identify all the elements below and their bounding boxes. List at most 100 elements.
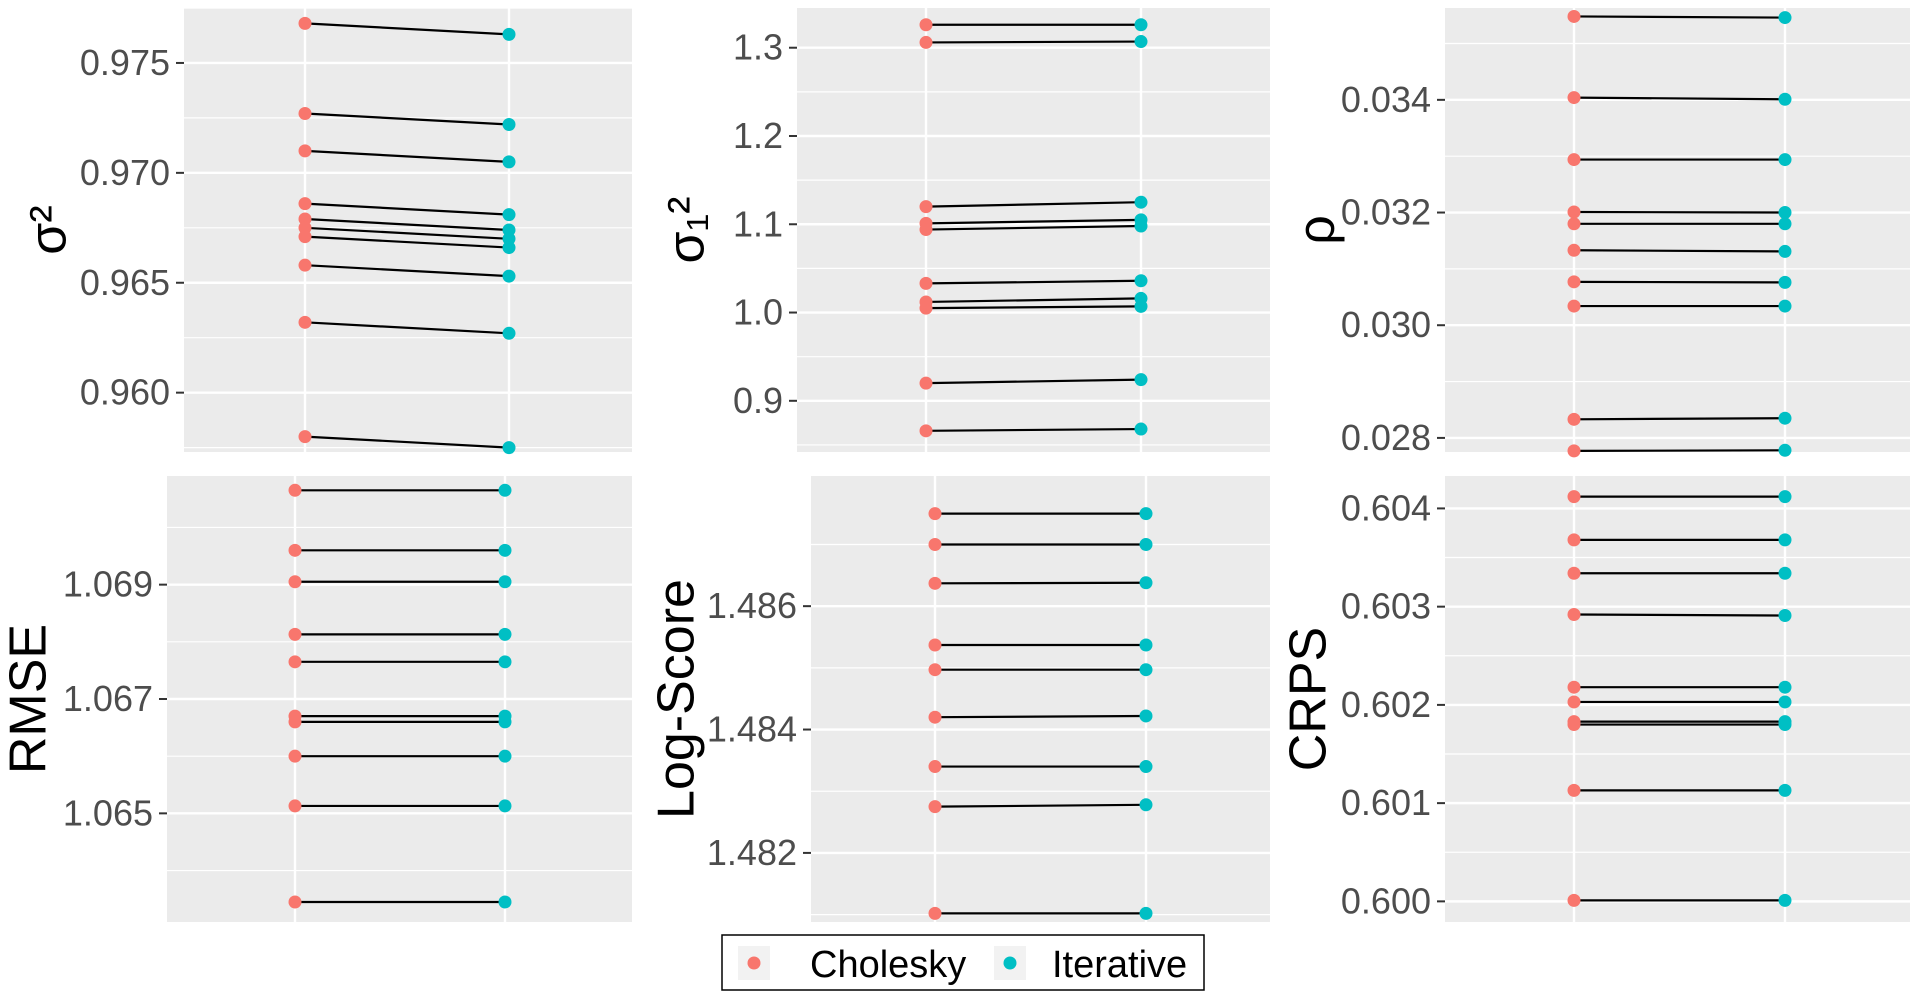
cholesky-point [928,663,942,677]
cholesky-point [1567,412,1581,426]
iterative-point [502,117,516,131]
pair-8 [288,799,512,813]
cholesky-point [1567,205,1581,219]
pair-5 [928,709,1153,724]
legend-key [1003,956,1017,970]
cholesky-point [1567,783,1581,797]
cholesky-point [288,749,302,763]
pair-line [304,217,510,232]
cholesky-point [928,638,942,652]
y-tick-label: 1.3 [733,27,783,68]
cholesky-point [928,906,942,920]
pair-line [304,112,510,126]
cholesky-point [298,258,312,272]
iterative-point [502,208,516,222]
pair-9 [288,895,512,909]
iterative-point [1134,373,1148,387]
pair-3 [1567,205,1792,220]
cholesky-point [919,18,933,32]
y-tick-label: 0.9 [733,380,783,421]
y-axis-title: σ² [20,205,78,254]
y-tick-label: 0.604 [1341,487,1431,528]
pair-1 [919,35,1148,49]
cholesky-point [928,800,942,814]
y-tick-label: 0.970 [80,152,170,193]
iterative-point [1778,11,1792,25]
pair-5 [1567,695,1792,709]
pair-4 [288,655,512,669]
iterative-point [1134,422,1148,436]
panel-background [184,8,632,452]
pair-line [1573,449,1786,452]
iterative-point [502,326,516,340]
iterative-point [1778,244,1792,258]
pair-4 [928,663,1153,677]
pair-4 [1567,217,1792,231]
pair-line [925,378,1142,385]
cholesky-point [298,230,312,244]
pair-9 [1567,443,1792,458]
cholesky-point [288,715,302,729]
cholesky-point [1567,444,1581,458]
cholesky-point [1567,217,1581,231]
pair-0 [919,18,1148,32]
pair-line [1573,613,1786,617]
pair-line [925,40,1142,44]
cholesky-point [298,315,312,329]
pair-7 [928,798,1153,814]
pair-line [925,427,1142,432]
pair-8 [928,906,1153,920]
panel-crps: 0.600 0.601 0.602 0.603 0.604 CRPS [1280,476,1910,922]
y-tick-label: 0.034 [1341,79,1431,120]
pair-6 [298,230,516,255]
pair-7 [1567,299,1792,313]
pair-6 [288,715,512,729]
pair-line [925,279,1142,285]
pair-line [304,321,510,335]
cholesky-point [288,543,302,557]
iterative-point [502,241,516,255]
y-tick-label: 1.065 [63,792,153,833]
y-tick-label: 0.030 [1341,304,1431,345]
pair-2 [298,144,516,169]
pair-0 [298,16,516,41]
iterative-point [1778,92,1792,106]
panel-background [1445,476,1910,922]
iterative-point [1778,411,1792,425]
pair-2 [288,575,512,589]
legend: Cholesky Iterative [721,934,1205,991]
pair-line [304,226,510,240]
cholesky-point [288,799,302,813]
pair-3 [288,627,512,641]
y-axis-title: Log-Score [648,579,706,819]
legend-box [721,934,1205,991]
pair-line [304,149,510,163]
pair-2 [919,195,1148,214]
cholesky-point [298,16,312,30]
legend-label: Cholesky [810,944,966,986]
cholesky-point [298,197,312,211]
cholesky-point [288,895,302,909]
y-tick-label: 0.965 [80,262,170,303]
pair-1 [298,107,516,131]
pair-line [925,305,1142,310]
pair-3 [298,197,516,222]
cholesky-point [928,710,942,724]
panels: 0.960 0.965 0.970 0.975 σ² 0.9 1.0 1.1 1.2 1.3 σ₁²… [0,7,1910,922]
iterative-point [498,655,512,669]
legend-key [747,956,761,970]
pair-4 [919,219,1148,237]
cholesky-point [919,424,933,438]
pair-line [304,435,510,449]
pair-0 [1567,9,1792,25]
pair-line [925,201,1142,208]
pair-line [1573,249,1786,253]
iterative-point [1778,893,1792,907]
pair-7 [288,749,512,763]
iterative-point [1134,195,1148,209]
iterative-point [502,27,516,41]
iterative-point [1139,760,1153,774]
cholesky-point [1567,299,1581,313]
panel-background [797,8,1270,452]
pair-9 [919,422,1148,438]
